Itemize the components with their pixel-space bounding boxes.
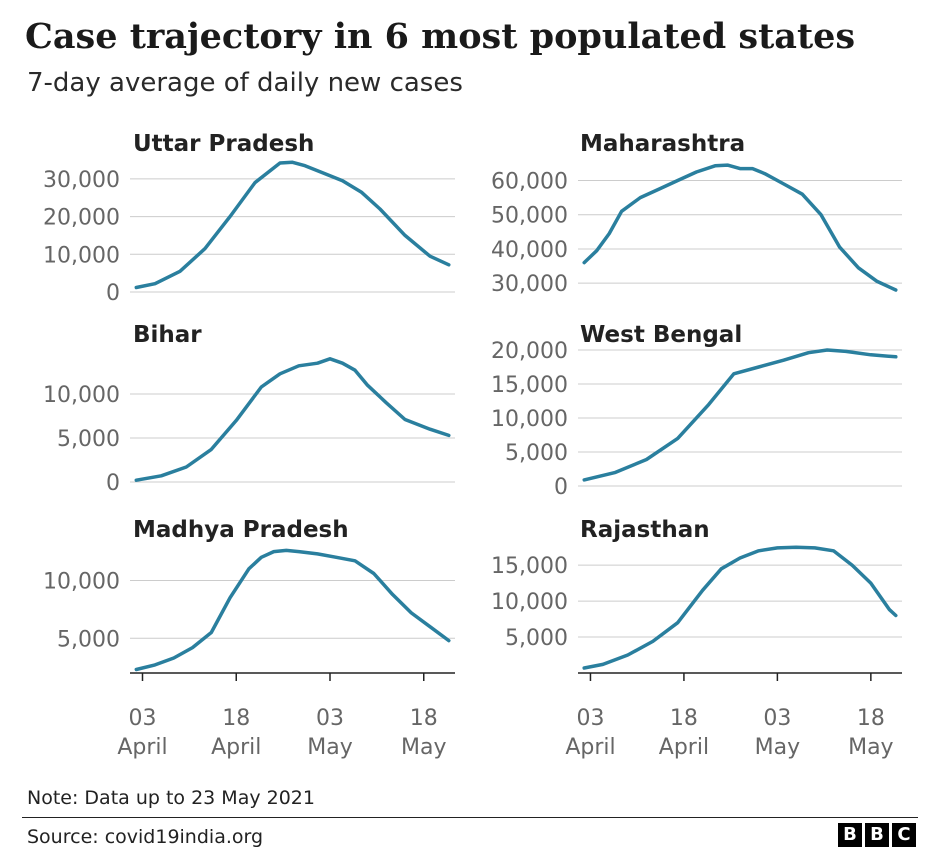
y-tick-label: 0 xyxy=(106,471,120,496)
panel-title: Madhya Pradesh xyxy=(133,517,349,543)
x-tick-label: 18 xyxy=(857,706,885,731)
x-tick-label: May xyxy=(848,735,893,760)
y-tick-label: 10,000 xyxy=(43,569,120,594)
panel-west-bengal: West Bengal 0 5,000 10,000 15,000 20,000 xyxy=(491,322,902,500)
y-tick-label: 30,000 xyxy=(491,272,568,297)
bbc-logo-block: B xyxy=(838,823,862,847)
panel-title: Uttar Pradesh xyxy=(133,131,314,157)
x-tick-label: April xyxy=(659,735,709,760)
x-tick-label: April xyxy=(565,735,615,760)
panel-title: Bihar xyxy=(133,322,202,348)
footer-divider xyxy=(22,817,918,818)
chart-subtitle: 7-day average of daily new cases xyxy=(27,68,463,98)
x-tick-label: May xyxy=(401,735,446,760)
series-line xyxy=(134,548,451,672)
series-line xyxy=(582,163,898,292)
panel-title: Rajasthan xyxy=(580,517,710,543)
series-line xyxy=(134,160,451,290)
bbc-logo-block: B xyxy=(865,823,889,847)
series-line xyxy=(582,545,898,670)
y-tick-label: 20,000 xyxy=(43,206,120,231)
source-credit: Source: covid19india.org xyxy=(27,826,264,848)
x-tick-label: 18 xyxy=(222,706,250,731)
y-tick-label: 40,000 xyxy=(491,238,568,263)
y-tick-label: 10,000 xyxy=(491,407,568,432)
x-tick-label: 03 xyxy=(129,706,157,731)
x-tick-label: 03 xyxy=(316,706,344,731)
y-tick-label: 5,000 xyxy=(57,627,120,652)
y-tick-label: 0 xyxy=(106,281,120,306)
y-tick-label: 60,000 xyxy=(491,170,568,195)
bbc-logo-block: C xyxy=(892,823,916,847)
series-line xyxy=(582,348,898,482)
panel-rajasthan: Rajasthan 5,000 10,000 15,000 03 April 18 April… xyxy=(491,517,902,760)
y-tick-label: 10,000 xyxy=(43,383,120,408)
y-tick-label: 15,000 xyxy=(491,373,568,398)
series-line xyxy=(134,357,451,482)
panel-bihar: Bihar 0 5,000 10,000 xyxy=(43,322,455,496)
y-tick-label: 10,000 xyxy=(491,590,568,615)
x-tick-label: April xyxy=(211,735,261,760)
panel-maharashtra: Maharashtra 30,000 40,000 50,000 60,000 xyxy=(491,131,902,297)
x-tick-label: May xyxy=(307,735,352,760)
y-tick-label: 0 xyxy=(554,475,568,500)
y-tick-label: 5,000 xyxy=(505,441,568,466)
y-tick-label: 50,000 xyxy=(491,204,568,229)
panel-title: Maharashtra xyxy=(580,131,745,157)
panel-madhya-pradesh: Madhya Pradesh 5,000 10,000 03 April 18 April 0… xyxy=(43,517,455,760)
x-tick-label: 03 xyxy=(576,706,604,731)
x-tick-label: 03 xyxy=(763,706,791,731)
x-tick-label: May xyxy=(755,735,800,760)
y-tick-label: 30,000 xyxy=(43,168,120,193)
chart-title: Case trajectory in 6 most populated stat… xyxy=(25,16,856,57)
y-tick-label: 10,000 xyxy=(43,243,120,268)
x-tick-label: April xyxy=(117,735,167,760)
panel-uttar-pradesh: Uttar Pradesh 0 10,000 20,000 30,000 xyxy=(43,131,455,306)
y-tick-label: 20,000 xyxy=(491,339,568,364)
x-tick-label: 18 xyxy=(410,706,438,731)
data-note: Note: Data up to 23 May 2021 xyxy=(27,787,315,809)
bbc-logo: B B C xyxy=(838,823,916,847)
y-tick-label: 5,000 xyxy=(505,626,568,651)
y-tick-label: 5,000 xyxy=(57,427,120,452)
x-tick-label: 18 xyxy=(670,706,698,731)
panel-title: West Bengal xyxy=(580,322,742,348)
y-tick-label: 15,000 xyxy=(491,554,568,579)
